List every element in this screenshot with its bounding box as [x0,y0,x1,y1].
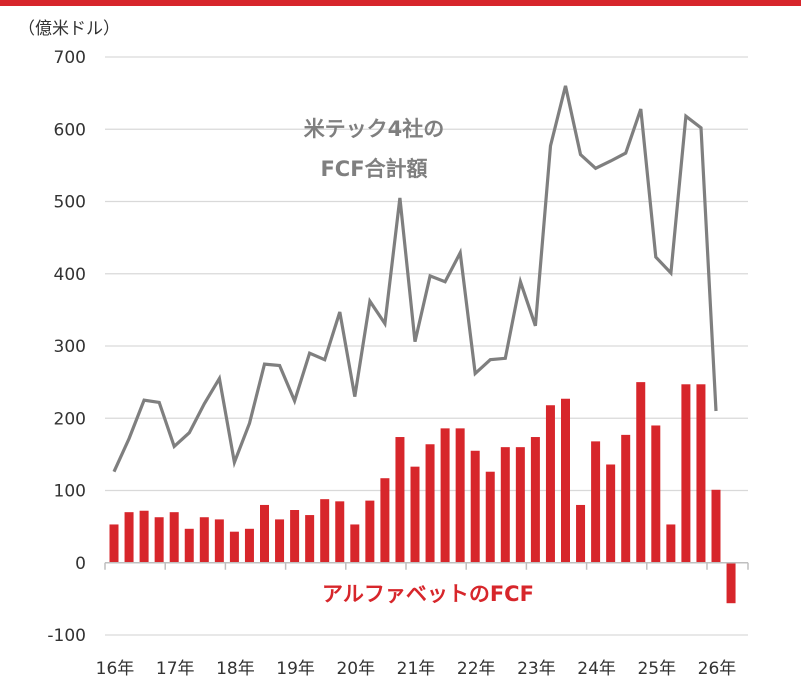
bar [500,447,510,563]
bar [515,447,525,563]
bar [681,384,691,563]
y-tick-label: 0 [75,554,86,574]
bar [109,524,119,563]
bar [425,444,435,563]
bar [380,478,390,563]
x-tick-label: 21年 [397,659,436,679]
y-tick-label: 600 [54,120,86,140]
bar [335,501,345,563]
bar [636,382,646,563]
x-tick-label: 24年 [577,659,616,679]
bar [606,464,616,563]
bar [260,504,269,563]
bar [350,524,360,563]
bar [696,384,706,563]
x-tick-label: 26年 [698,659,737,679]
y-tick-label: 500 [54,193,86,213]
bar [365,500,375,563]
bar [470,450,480,563]
x-tick-label: 23年 [517,659,556,679]
x-tick-label: 25年 [637,659,676,679]
bar [184,528,194,563]
bar [169,512,179,563]
bar [561,398,570,563]
x-tick-label: 18年 [216,659,255,679]
bar-series-label: アルファベットのFCF [322,582,534,606]
bar [621,434,631,563]
bar [154,517,164,563]
line-series-label: 米テック4社の [304,117,445,141]
x-tick-label: 22年 [457,659,496,679]
bar [124,512,134,563]
bar-series-alphabet [109,382,736,604]
y-tick-label: 100 [54,482,86,502]
bar [139,510,149,563]
bar [576,504,586,563]
bar [666,524,676,563]
zero-axis [104,562,749,570]
y-tick-label: -100 [47,626,86,646]
line-series-label: FCF合計額 [320,157,427,181]
bar [591,441,601,563]
top-accent-rule [0,0,801,6]
y-axis-unit-label: （億米ドル） [18,19,120,39]
bar [530,437,540,563]
bar [199,517,209,563]
y-tick-label: 700 [54,48,86,68]
bar [711,489,721,563]
x-tick-label: 17年 [156,659,195,679]
bar [395,437,405,563]
bar [214,519,224,563]
bar [290,510,300,563]
x-tick-label: 20年 [336,659,375,679]
x-tick-label: 16年 [96,659,135,679]
bar [244,528,254,563]
bar [440,428,450,563]
bar [455,428,465,563]
line-series-big-tech [112,85,718,473]
bar [305,515,315,563]
bar [651,425,661,563]
y-tick-labels: 700 600 500 400 300 200 100 0 -100 [47,48,86,646]
series-line [112,85,718,473]
bar [485,471,495,563]
x-tick-label: 19年 [276,659,315,679]
bar [320,499,330,563]
y-tick-label: 200 [54,409,86,429]
y-tick-label: 300 [54,337,86,357]
bar [726,562,736,604]
x-tick-labels: 16年 17年 18年 19年 20年 21年 22年 23年 24年 25年 26年 [96,659,737,679]
y-tick-label: 400 [54,265,86,285]
bar [410,466,420,563]
bar [229,531,239,563]
bar [275,519,285,563]
bar [545,405,555,563]
